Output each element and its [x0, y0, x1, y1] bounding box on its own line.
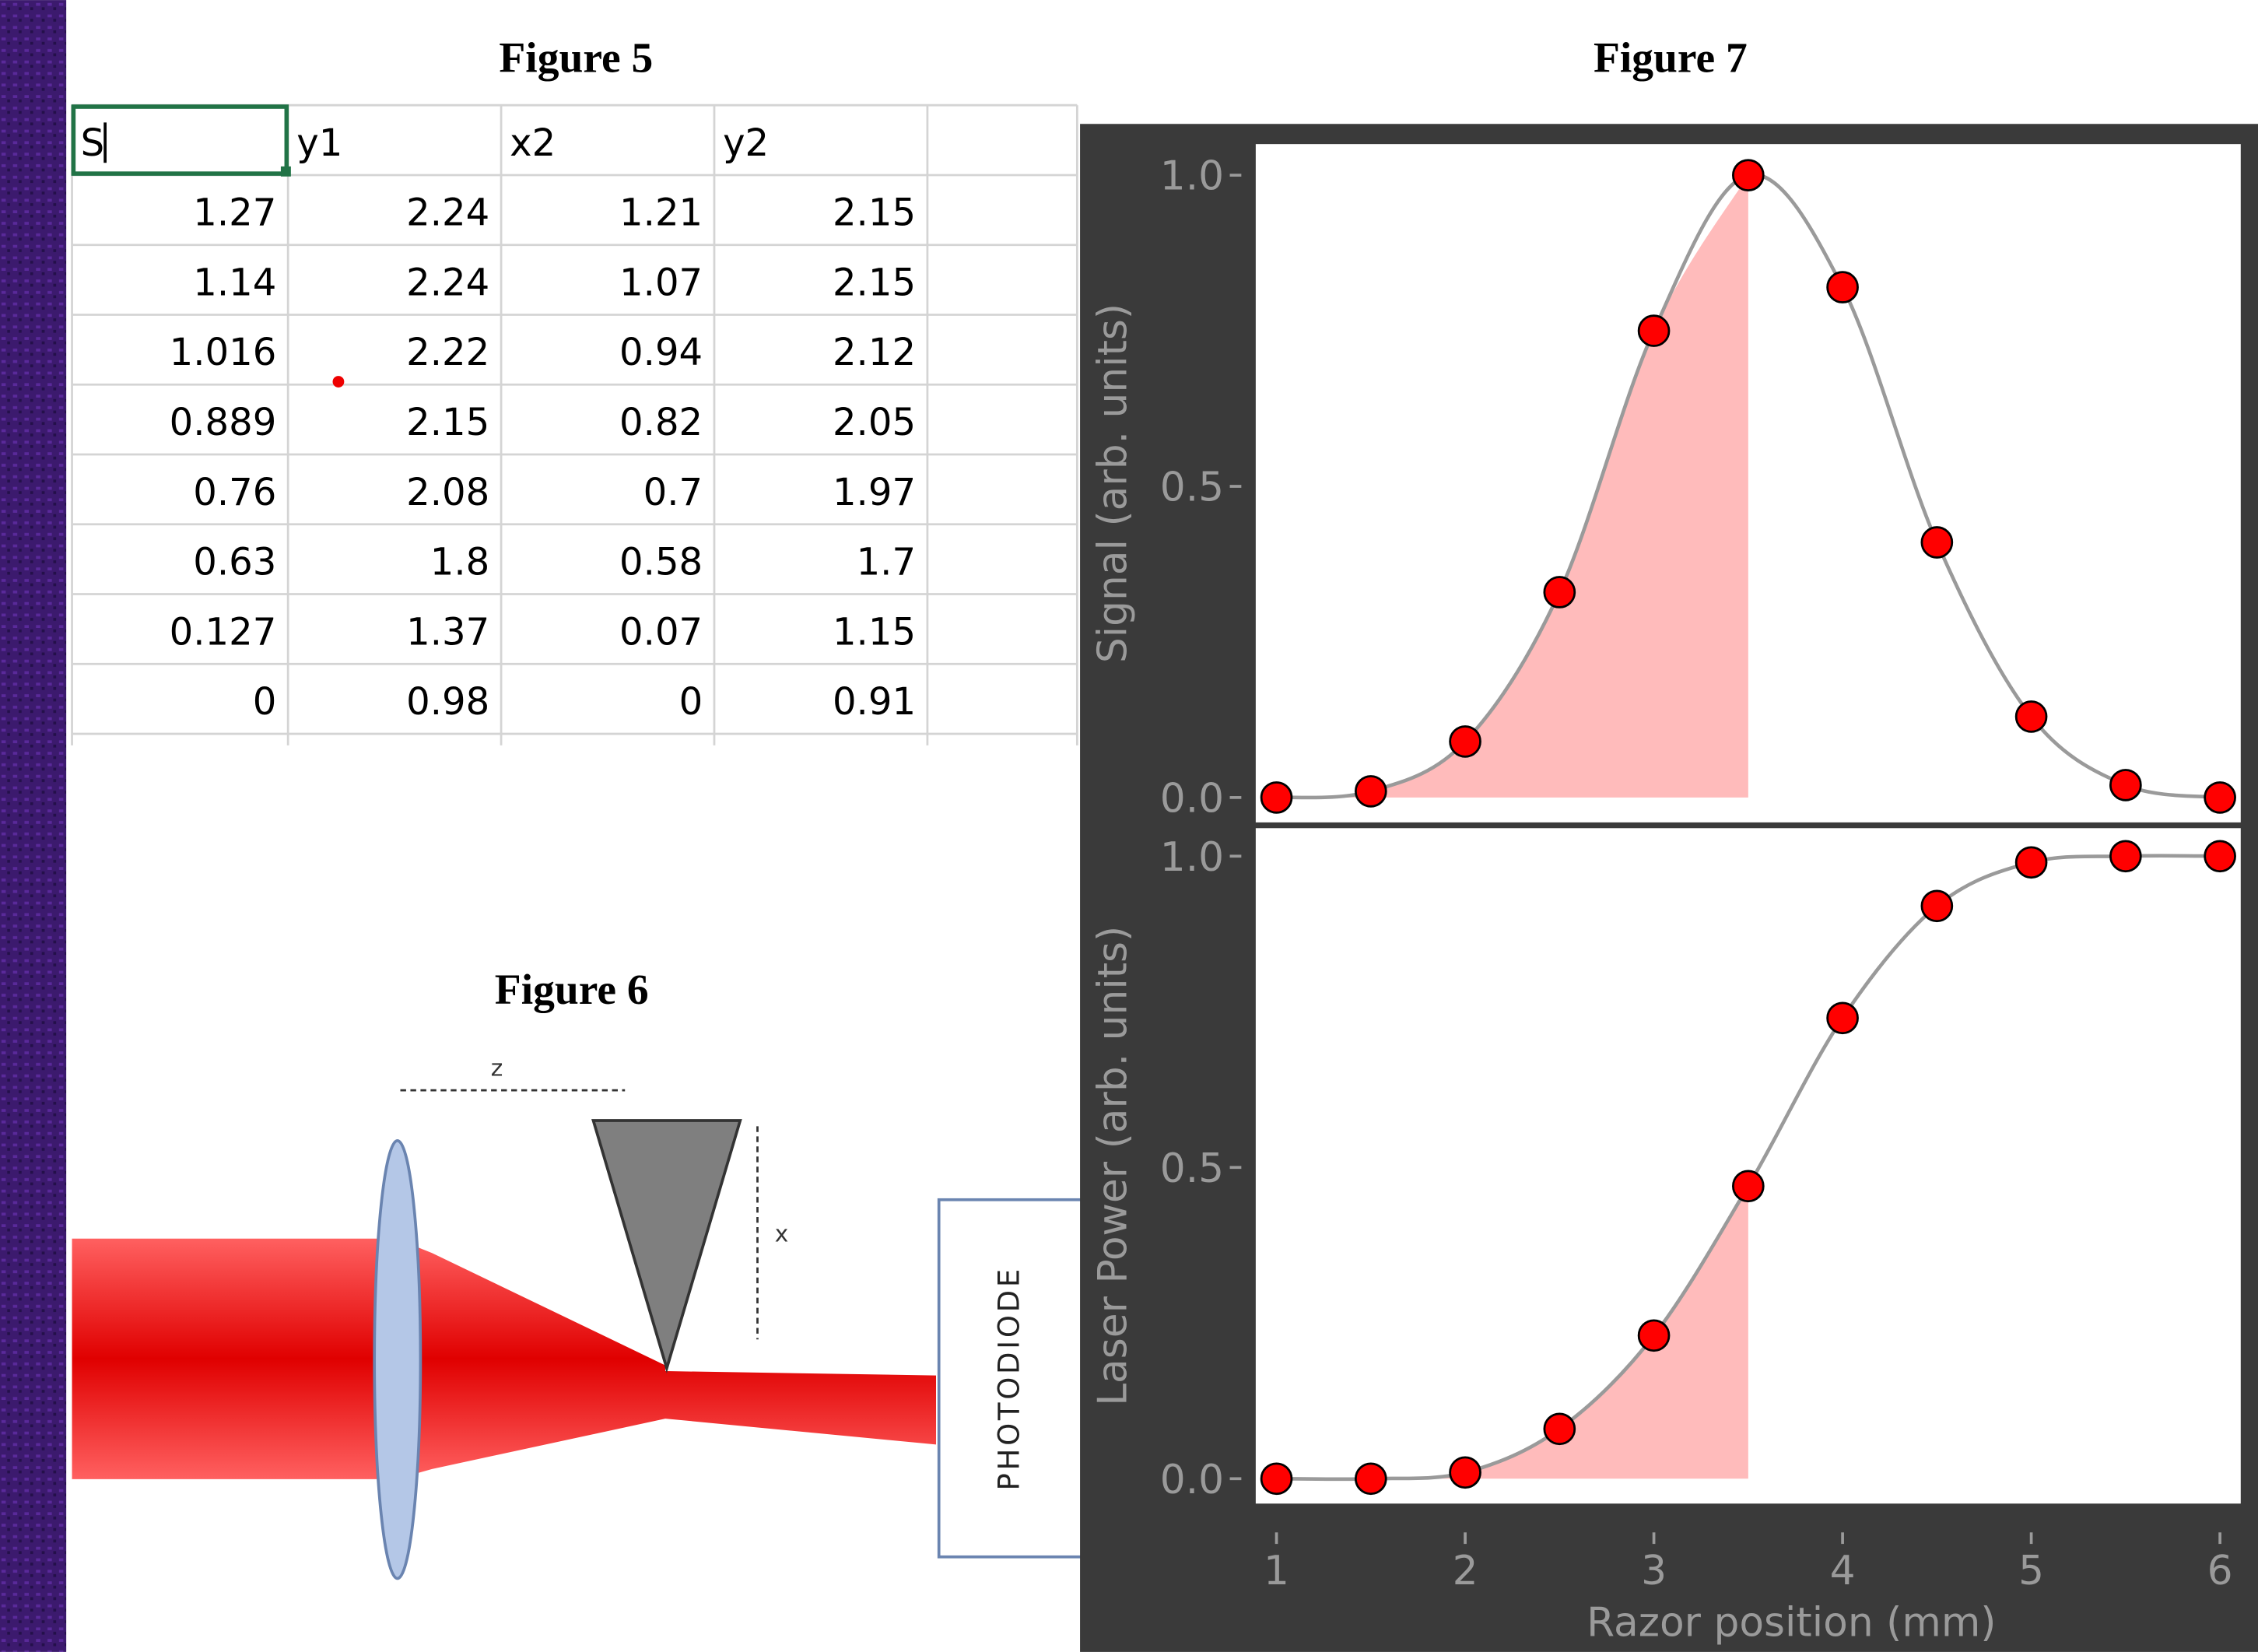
marker [1828, 272, 1858, 303]
header-cell: S [81, 121, 105, 165]
cell: 0.63 [193, 541, 276, 584]
marker [1261, 782, 1292, 812]
cell: 2.24 [406, 261, 489, 304]
cell: 0.76 [193, 471, 276, 514]
marker [2016, 847, 2046, 878]
y-tick-label: 1.0 [1160, 153, 1224, 200]
marker [1355, 776, 1386, 806]
header-cell: x2 [510, 121, 556, 165]
cell: 2.15 [833, 261, 916, 304]
header-cell: y2 [723, 121, 769, 165]
page: Figure 5 Sy1x2y21.272.241.212.151.142.24… [0, 0, 2258, 1652]
cell: 0.889 [170, 401, 277, 444]
x-tick-label: 5 [2018, 1548, 2044, 1594]
cell: 2.08 [406, 471, 489, 514]
side-strip [0, 0, 66, 1652]
x-tick-label: 6 [2207, 1548, 2233, 1594]
diagram: z x PHOTODIODE [72, 1055, 1083, 1579]
cell: 0.91 [833, 680, 916, 724]
x-tick-label: 2 [1453, 1548, 1478, 1594]
x-tick-label: 1 [1264, 1548, 1289, 1594]
figure-title: Figure 5 [499, 35, 653, 82]
charts: 0.0 0.5 1.0 Signal (arb. units) 0.0 0.5 1.0 1 2 3… [1089, 144, 2240, 1646]
figure-title: Figure 6 [495, 966, 649, 1014]
cell: 0.7 [643, 471, 703, 514]
photodiode-label: PHOTODIODE [993, 1266, 1026, 1490]
cell: 0.94 [619, 331, 703, 374]
y-tick-label: 0.0 [1160, 1457, 1224, 1503]
marker [2016, 701, 2046, 731]
marker [1261, 1464, 1292, 1494]
x-label: x [775, 1220, 789, 1247]
marker [1450, 726, 1481, 756]
marker [1544, 577, 1575, 608]
cell: 1.21 [619, 191, 703, 235]
marker [2205, 841, 2235, 872]
x-tick-label: 4 [1830, 1548, 1856, 1594]
y-tick-label: 0.0 [1160, 775, 1224, 822]
cell: 1.07 [619, 261, 703, 304]
y-tick-label: 1.0 [1160, 834, 1224, 881]
marker [2205, 782, 2235, 812]
cell: 2.15 [833, 191, 916, 235]
marker [1355, 1464, 1386, 1494]
cell: 1.27 [193, 191, 276, 235]
cursor-dot [333, 376, 345, 388]
cell: 2.05 [833, 401, 916, 444]
fill-handle [281, 167, 291, 177]
cell: 1.14 [193, 261, 276, 304]
marker [1639, 1321, 1669, 1351]
cell: 1.7 [857, 541, 917, 584]
cell: 1.15 [833, 610, 916, 654]
marker [1733, 160, 1763, 191]
cell: 1.8 [430, 541, 490, 584]
z-label: z [491, 1055, 503, 1082]
cell: 2.12 [833, 331, 916, 374]
marker [1922, 891, 1952, 921]
marker [1544, 1414, 1575, 1444]
figure-title: Figure 7 [1594, 35, 1748, 82]
marker [1733, 1171, 1763, 1201]
marker [1639, 316, 1669, 346]
y-tick-label: 0.5 [1160, 1145, 1224, 1192]
x-tick-label: 3 [1641, 1548, 1667, 1594]
y-axis-label: Signal (arb. units) [1089, 303, 1136, 663]
cell: 0 [253, 680, 277, 724]
marker [2110, 841, 2141, 872]
cell: 0.82 [619, 401, 703, 444]
marker [1922, 528, 1952, 558]
cell: 0.127 [170, 610, 277, 654]
cell: 0 [679, 680, 703, 724]
cell: 0.07 [619, 610, 703, 654]
x-axis-label: Razor position (mm) [1587, 1600, 1996, 1647]
laser-beam [72, 1239, 936, 1479]
cell: 1.37 [406, 610, 489, 654]
cell: 2.22 [406, 331, 489, 374]
marker [1450, 1457, 1481, 1488]
razor [594, 1121, 741, 1368]
lens [374, 1141, 420, 1579]
cell: 0.98 [406, 680, 489, 724]
y-tick-label: 0.5 [1160, 465, 1224, 511]
cell: 1.97 [833, 471, 916, 514]
cell: 1.016 [170, 331, 277, 374]
y-axis-label: Laser Power (arb. units) [1089, 926, 1136, 1406]
header-cell: y1 [296, 121, 342, 165]
cell: 0.58 [619, 541, 703, 584]
marker [2110, 770, 2141, 800]
marker [1828, 1003, 1858, 1033]
cell: 2.15 [406, 401, 489, 444]
cell: 2.24 [406, 191, 489, 235]
